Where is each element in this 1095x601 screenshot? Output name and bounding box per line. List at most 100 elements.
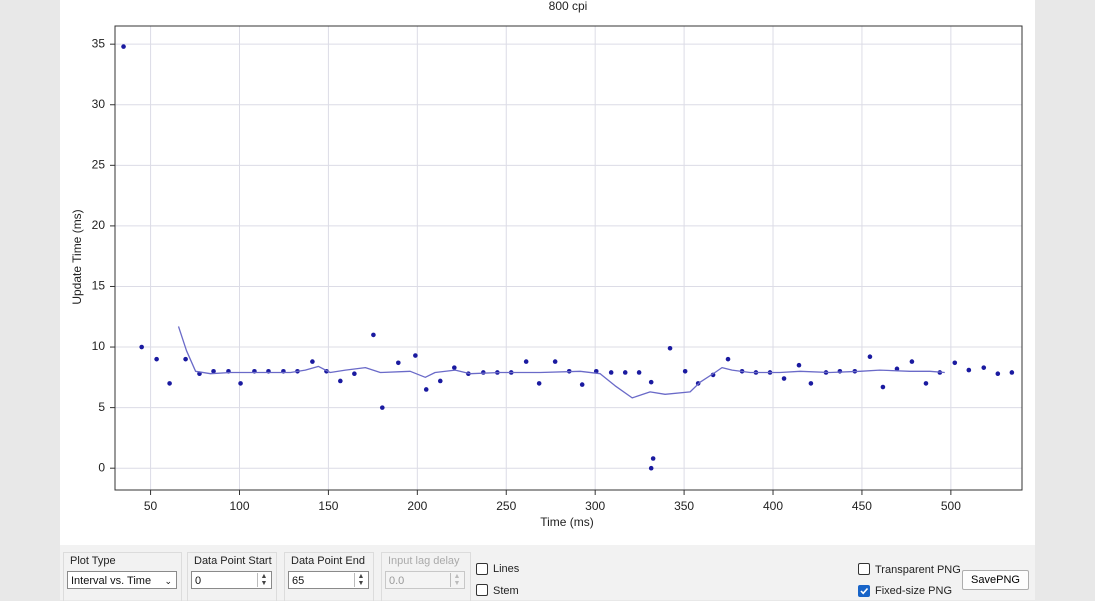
data-point — [552, 359, 558, 364]
data-point — [608, 370, 614, 375]
save-button[interactable]: SavePNG — [962, 570, 1029, 590]
data-point — [867, 354, 873, 360]
data-point — [952, 360, 958, 366]
x-tick-label: 50 — [144, 499, 158, 513]
data-point — [536, 381, 542, 386]
check-mark — [860, 587, 869, 595]
spinner[interactable]: ▲ ▼ — [354, 573, 367, 587]
data-point — [154, 356, 159, 362]
spinner[interactable]: ▲ ▼ — [257, 573, 270, 587]
x-tick-label: 350 — [674, 499, 694, 513]
group — [63, 552, 182, 601]
data-point — [648, 379, 654, 385]
y-tick-label: 15 — [92, 279, 106, 293]
group — [187, 552, 277, 601]
data-point — [1009, 370, 1015, 375]
data-point — [379, 405, 385, 410]
x-tick-label: 500 — [941, 499, 961, 513]
y-tick-label: 5 — [98, 400, 105, 414]
group — [284, 552, 374, 601]
checkbox-label: Fixed-size PNG — [875, 585, 953, 597]
data-point — [167, 381, 172, 386]
data-point — [371, 332, 376, 338]
checkbox[interactable] — [858, 585, 870, 597]
data-point — [423, 387, 429, 392]
y-tick-label: 25 — [92, 157, 106, 171]
data-point — [880, 384, 886, 390]
y-tick-label: 0 — [98, 460, 105, 474]
input-value: 0 — [195, 575, 202, 587]
data-point — [211, 368, 216, 374]
input-value: 65 — [292, 575, 305, 587]
data-point — [396, 360, 401, 366]
checkbox[interactable] — [476, 584, 488, 596]
y-tick-label: 10 — [92, 339, 106, 353]
data-point — [352, 371, 357, 376]
checkbox[interactable] — [476, 563, 488, 575]
data-point — [682, 368, 688, 374]
spinner: ▲ ▼ — [450, 573, 463, 587]
dropdown-arrow: ⌄ — [164, 576, 172, 586]
data-point — [139, 344, 144, 350]
y-tick-label: 20 — [92, 218, 106, 232]
plot-area — [115, 26, 1022, 490]
x-tick-label: 150 — [318, 499, 338, 513]
y-tick-label: 30 — [92, 97, 106, 111]
plot-frame — [114, 25, 1023, 491]
group — [381, 552, 471, 601]
data-point — [667, 345, 673, 351]
checkbox[interactable] — [858, 563, 870, 575]
x-axis-label: Time (ms) — [540, 515, 594, 529]
data-point — [523, 359, 529, 364]
y-axis-label: Update Time (ms) — [70, 209, 84, 304]
chart: 800 cpi Time (ms) Update Time (ms) 50 100… — [70, 0, 1023, 529]
label: Data Point Start — [194, 555, 272, 567]
plot-panel: 800 cpi Time (ms) Update Time (ms) 50 100… — [60, 0, 1035, 545]
data-point — [310, 359, 315, 364]
trend-line — [177, 326, 945, 399]
label: Data Point End — [291, 555, 365, 567]
data-point — [796, 362, 802, 368]
data-point — [995, 371, 1001, 376]
dropdown[interactable]: Interval vs. Time ⌄ — [67, 571, 177, 589]
x-tick-label: 250 — [496, 499, 516, 513]
data-point — [923, 381, 929, 386]
data-point — [966, 367, 972, 373]
x-tick-label: 400 — [763, 499, 783, 513]
x-tick-label: 450 — [852, 499, 872, 513]
data-point — [121, 44, 126, 49]
data-point — [648, 465, 654, 471]
number-input[interactable]: 65 ▲ ▼ — [288, 571, 369, 589]
data-point — [593, 368, 599, 374]
data-point — [650, 456, 656, 461]
data-point — [636, 370, 642, 375]
data-point — [183, 356, 188, 362]
number-input: 0.0 ▲ ▼ — [385, 571, 465, 589]
y-tick-label: 35 — [92, 36, 106, 50]
data-point — [894, 366, 900, 372]
data-point — [437, 378, 443, 384]
data-point — [622, 370, 628, 375]
chart-title: 800 cpi — [549, 0, 588, 13]
label: Input lag delay — [388, 555, 460, 567]
data-point — [338, 378, 343, 384]
data-point — [781, 376, 787, 381]
label: Plot Type — [70, 555, 116, 567]
input-value: 0.0 — [389, 575, 405, 587]
x-tick-label: 200 — [407, 499, 427, 513]
checkbox-label: Transparent PNG — [875, 564, 961, 576]
data-point — [413, 353, 418, 358]
checkbox-label: Stem — [493, 585, 519, 597]
data-point — [808, 381, 814, 386]
data-point — [452, 365, 457, 370]
data-point — [725, 356, 731, 362]
checkbox-label: Lines — [493, 563, 520, 575]
x-tick-label: 300 — [585, 499, 605, 513]
data-point — [837, 368, 843, 374]
number-input[interactable]: 0 ▲ ▼ — [191, 571, 272, 589]
x-tick-label: 100 — [229, 499, 249, 513]
data-point — [238, 381, 243, 386]
data-point — [579, 382, 585, 387]
data-point — [981, 365, 987, 370]
